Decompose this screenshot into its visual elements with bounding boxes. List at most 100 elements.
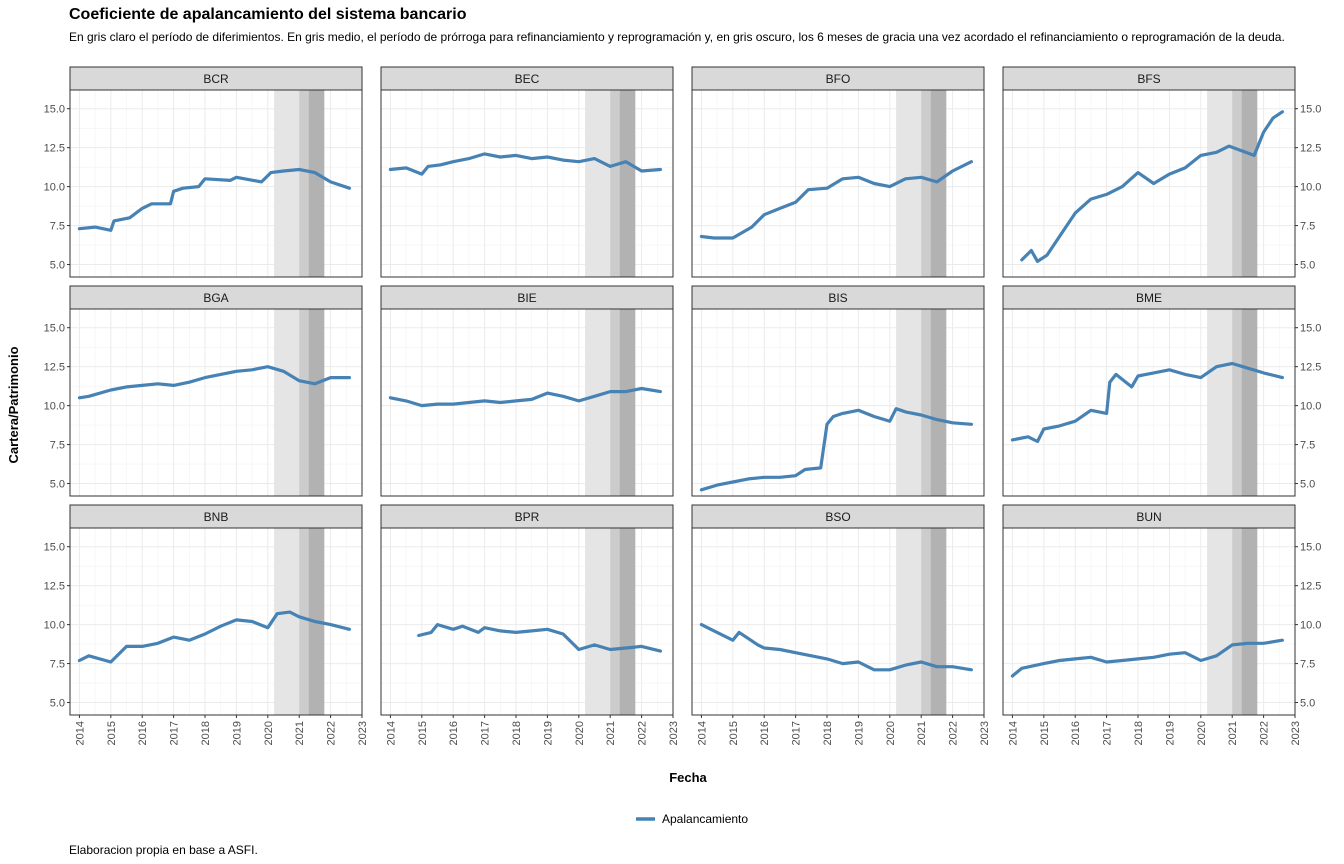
period-light (585, 309, 611, 496)
x-tick-label: 2020 (574, 721, 586, 745)
panel-title: BGA (203, 291, 228, 305)
y-tick-label: 7.5 (50, 440, 65, 452)
period-light (896, 528, 922, 715)
period-dark (1241, 309, 1258, 496)
period-medium (610, 90, 620, 277)
x-tick-label: 2015 (1039, 721, 1051, 745)
panel-title: BFS (1137, 72, 1160, 86)
x-tick-label: 2021 (605, 721, 617, 745)
panel-title: BNB (204, 510, 229, 524)
x-tick-label: 2022 (1259, 721, 1271, 745)
y-tick-label: 10.0 (44, 401, 65, 413)
panel-bfs: BFS 5.0 7.5 10.0 12.5 15.0 (1002, 66, 1321, 278)
period-medium (1232, 309, 1242, 496)
chart-subtitle: En gris claro el período de diferimiento… (69, 30, 1285, 44)
panel-bie: BIE (380, 285, 674, 497)
panel-title: BME (1136, 291, 1162, 305)
x-tick-label: 2015 (728, 721, 740, 745)
panel-border (69, 89, 363, 278)
panel-border (69, 308, 363, 497)
series-line-apalancamiento (1010, 638, 1284, 678)
panel-title: BPR (515, 510, 540, 524)
x-tick-label: 2018 (822, 721, 834, 745)
y-tick-label: 15.0 (1300, 323, 1321, 335)
y-tick-label: 12.5 (44, 581, 65, 593)
panel-bso: BSO 2014 2015 2016 2017 2018 2019 2020 2021 2022 2… (691, 504, 991, 745)
y-tick-label: 15.0 (44, 323, 65, 335)
period-dark (1241, 90, 1258, 277)
panel-border (1002, 308, 1296, 497)
panel-border (1002, 527, 1296, 716)
panel-bfo: BFO (691, 66, 985, 278)
y-axis-title: Cartera/Patrimonio (6, 346, 21, 463)
y-tick-label: 15.0 (1300, 104, 1321, 116)
y-tick-label: 5.0 (1300, 479, 1315, 491)
panel-title: BEC (515, 72, 540, 86)
x-tick-label: 2016 (759, 721, 771, 745)
period-medium (610, 309, 620, 496)
period-light (274, 309, 300, 496)
panel-bun: BUN 5.0 7.5 10.0 12.5 15.0 2014 2015 2016 2017 201… (1002, 504, 1321, 745)
x-tick-label: 2015 (417, 721, 429, 745)
y-tick-label: 7.5 (50, 659, 65, 671)
panel-title: BCR (203, 72, 229, 86)
x-tick-label: 2023 (1290, 721, 1302, 745)
x-tick-label: 2020 (885, 721, 897, 745)
y-tick-label: 5.0 (1300, 260, 1315, 272)
x-tick-label: 2019 (853, 721, 865, 745)
period-dark (1241, 528, 1258, 715)
period-dark (930, 90, 947, 277)
x-tick-label: 2017 (169, 721, 181, 745)
period-medium (921, 528, 931, 715)
x-tick-label: 2015 (106, 721, 118, 745)
x-tick-label: 2016 (137, 721, 149, 745)
series-line-apalancamiento (77, 365, 351, 400)
x-tick-label: 2022 (637, 721, 649, 745)
x-tick-label: 2014 (696, 721, 708, 745)
y-tick-label: 10.0 (1300, 401, 1321, 413)
period-light (896, 90, 922, 277)
period-dark (619, 528, 636, 715)
period-medium (921, 90, 931, 277)
period-dark (619, 309, 636, 496)
x-tick-label: 2020 (1196, 721, 1208, 745)
x-tick-label: 2022 (948, 721, 960, 745)
period-medium (610, 528, 620, 715)
x-tick-label: 2016 (1070, 721, 1082, 745)
x-tick-label: 2014 (1007, 721, 1019, 745)
x-tick-label: 2019 (542, 721, 554, 745)
series-line-apalancamiento (699, 407, 973, 492)
panel-title: BIS (828, 291, 847, 305)
y-tick-label: 7.5 (1300, 440, 1315, 452)
panel-bga: BGA 5.0 7.5 10.0 12.5 15.0 (44, 285, 363, 497)
y-tick-label: 10.0 (1300, 182, 1321, 194)
series-line-apalancamiento (388, 152, 662, 176)
panel-border (691, 308, 985, 497)
panel-title: BUN (1136, 510, 1161, 524)
panel-bnb: BNB 5.0 7.5 10.0 12.5 15.0 2014 2015 2016 2017 201… (44, 504, 369, 745)
period-light (585, 90, 611, 277)
x-tick-label: 2017 (480, 721, 492, 745)
x-tick-label: 2018 (1133, 721, 1145, 745)
x-tick-label: 2016 (448, 721, 460, 745)
x-tick-label: 2018 (200, 721, 212, 745)
panel-title: BIE (517, 291, 536, 305)
series-line-apalancamiento (388, 386, 662, 408)
y-tick-label: 12.5 (1300, 143, 1321, 155)
x-tick-label: 2018 (511, 721, 523, 745)
period-light (585, 528, 611, 715)
panel-title: BFO (826, 72, 851, 86)
period-dark (930, 309, 947, 496)
chart-title: Coeficiente de apalancamiento del sistem… (69, 6, 467, 23)
x-tick-label: 2014 (74, 721, 86, 745)
period-light (1207, 309, 1233, 496)
x-tick-label: 2023 (979, 721, 991, 745)
legend: Apalancamiento (636, 812, 748, 826)
period-dark (308, 90, 325, 277)
y-tick-label: 10.0 (1300, 620, 1321, 632)
y-tick-label: 15.0 (44, 104, 65, 116)
y-tick-label: 5.0 (50, 479, 65, 491)
series-line-apalancamiento (699, 623, 973, 672)
period-dark (930, 528, 947, 715)
